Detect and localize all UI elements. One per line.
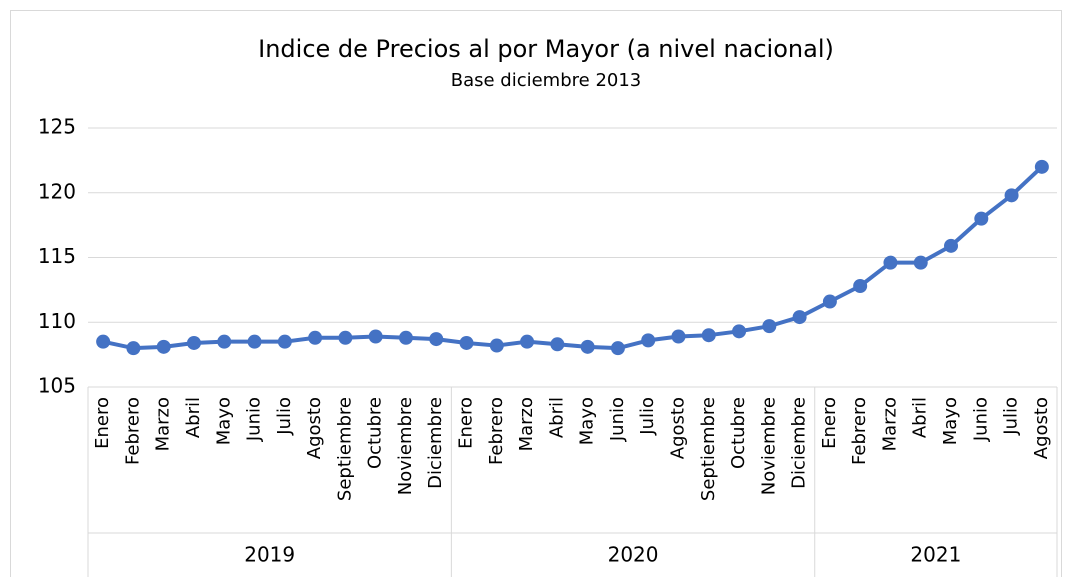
group-label: 2020 xyxy=(608,543,659,567)
marker xyxy=(792,310,807,325)
x-tick-label: Julio xyxy=(274,397,295,436)
x-tick-label: Agosto xyxy=(304,397,325,459)
x-tick-label: Agosto xyxy=(667,397,688,459)
x-tick-label: Noviembre xyxy=(395,397,416,495)
marker xyxy=(610,341,625,356)
marker xyxy=(368,329,383,344)
marker xyxy=(701,328,716,343)
y-tick-label: 125 xyxy=(38,115,76,139)
x-tick-label: Junio xyxy=(607,397,628,442)
x-tick-label: Enero xyxy=(819,397,840,449)
x-tick-label: Junio xyxy=(244,397,265,442)
marker xyxy=(974,211,989,226)
marker xyxy=(1034,159,1049,174)
marker xyxy=(398,330,413,345)
x-tick-label: Mayo xyxy=(940,397,961,445)
marker xyxy=(580,339,595,354)
marker xyxy=(883,255,898,270)
y-tick-label: 105 xyxy=(38,374,76,398)
x-tick-label: Enero xyxy=(92,397,113,449)
marker xyxy=(732,324,747,339)
x-tick-label: Abril xyxy=(910,397,931,438)
y-tick-label: 120 xyxy=(38,179,76,203)
marker xyxy=(762,319,777,334)
marker xyxy=(671,329,686,344)
marker xyxy=(489,338,504,353)
x-tick-label: Enero xyxy=(456,397,477,449)
marker xyxy=(913,255,928,270)
marker xyxy=(308,330,323,345)
x-tick-label: Octubre xyxy=(365,397,386,469)
marker xyxy=(186,335,201,350)
y-tick-label: 110 xyxy=(38,309,76,333)
x-tick-label: Marzo xyxy=(153,397,174,451)
x-tick-label: Febrero xyxy=(849,397,870,465)
x-tick-label: Diciembre xyxy=(425,397,446,489)
x-tick-label: Diciembre xyxy=(789,397,810,489)
x-tick-label: Septiembre xyxy=(698,397,719,501)
x-tick-label: Marzo xyxy=(516,397,537,451)
x-tick-label: Abril xyxy=(546,397,567,438)
x-tick-label: Febrero xyxy=(486,397,507,465)
marker xyxy=(550,337,565,352)
group-label: 2019 xyxy=(244,543,295,567)
x-tick-label: Septiembre xyxy=(334,397,355,501)
marker xyxy=(217,334,232,349)
marker xyxy=(338,330,353,345)
x-tick-label: Mayo xyxy=(213,397,234,445)
chart-subtitle: Base diciembre 2013 xyxy=(451,70,642,91)
marker xyxy=(156,339,171,354)
x-tick-label: Junio xyxy=(970,397,991,442)
group-label: 2021 xyxy=(910,543,961,567)
x-tick-label: Noviembre xyxy=(758,397,779,495)
marker xyxy=(822,294,837,309)
x-tick-label: Abril xyxy=(183,397,204,438)
x-tick-label: Octubre xyxy=(728,397,749,469)
marker xyxy=(126,341,141,356)
marker xyxy=(520,334,535,349)
marker xyxy=(853,278,868,293)
marker xyxy=(247,334,262,349)
marker xyxy=(944,238,959,253)
chart-border xyxy=(10,10,1062,577)
x-tick-label: Julio xyxy=(1001,397,1022,436)
x-tick-label: Julio xyxy=(637,397,658,436)
marker xyxy=(429,332,444,347)
x-tick-label: Agosto xyxy=(1031,397,1052,459)
x-tick-label: Febrero xyxy=(122,397,143,465)
chart-title: Indice de Precios al por Mayor (a nivel … xyxy=(258,35,834,63)
marker xyxy=(459,335,474,350)
marker xyxy=(96,334,111,349)
marker xyxy=(641,333,656,348)
marker xyxy=(1004,188,1019,203)
x-tick-label: Mayo xyxy=(577,397,598,445)
marker xyxy=(277,334,292,349)
x-tick-label: Marzo xyxy=(879,397,900,451)
y-tick-label: 115 xyxy=(38,244,76,268)
